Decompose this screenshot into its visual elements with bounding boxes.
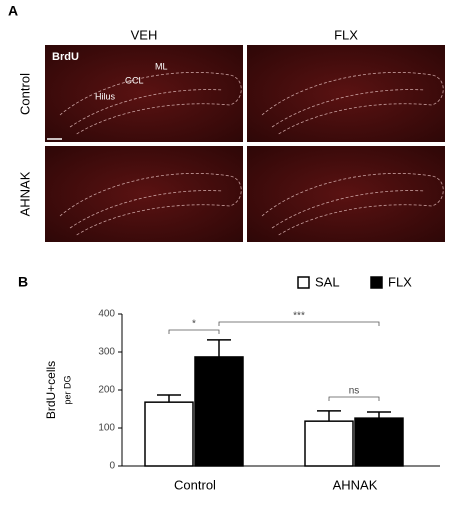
y-tick-label: 400 — [98, 309, 115, 320]
image-label: Hilus — [95, 91, 116, 101]
y-tick-label: 0 — [109, 461, 115, 472]
bar — [354, 417, 404, 467]
y-axis-title: BrdU+cells — [44, 361, 58, 419]
bar — [194, 356, 244, 467]
significance-label: *** — [293, 311, 305, 322]
image-label: ML — [155, 61, 168, 71]
x-tick-label: AHNAK — [333, 477, 378, 492]
micrograph — [45, 146, 243, 242]
y-tick-label: 200 — [98, 385, 115, 396]
x-tick-label: Control — [174, 477, 216, 492]
legend-label: SAL — [315, 274, 340, 289]
column-label: VEH — [131, 27, 158, 42]
legend-swatch — [370, 276, 383, 289]
image-label: BrdU — [52, 51, 79, 63]
bar — [304, 420, 354, 467]
micrograph — [45, 45, 243, 142]
row-label: Control — [17, 73, 32, 115]
significance-label: * — [192, 319, 196, 330]
bar — [144, 401, 194, 467]
y-tick-label: 100 — [98, 423, 115, 434]
legend-swatch — [297, 276, 310, 289]
column-label: FLX — [334, 27, 358, 42]
y-axis-subtitle: per DG — [62, 375, 72, 404]
panel-label: B — [18, 274, 28, 290]
legend-label: FLX — [388, 274, 412, 289]
micrograph — [247, 146, 445, 242]
row-label: AHNAK — [17, 171, 32, 216]
significance-bracket — [168, 329, 220, 334]
significance-label: ns — [349, 386, 360, 397]
significance-bracket — [328, 396, 380, 401]
y-tick-label: 300 — [98, 347, 115, 358]
image-label: GCL — [125, 75, 144, 85]
micrograph — [247, 45, 445, 142]
panel-label: A — [8, 3, 18, 19]
significance-bracket — [218, 321, 380, 326]
